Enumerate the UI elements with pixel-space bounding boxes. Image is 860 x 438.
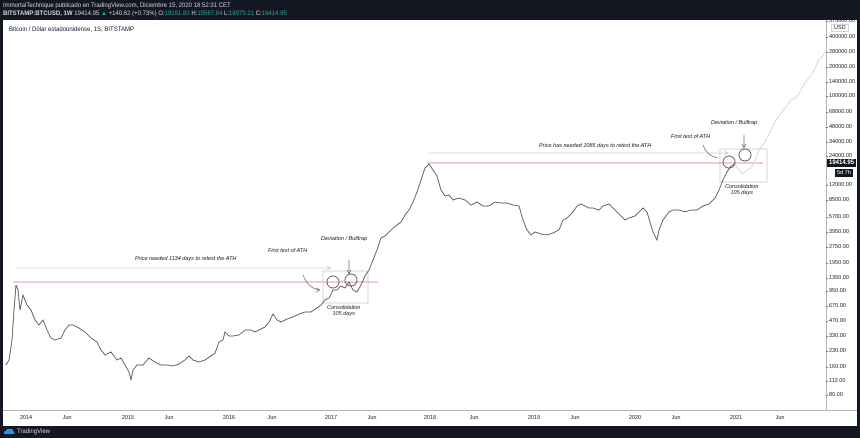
time-tick: 2021 xyxy=(729,415,743,421)
brand-label: TradingView xyxy=(17,428,51,435)
price-tick: 400000.00 xyxy=(826,34,855,40)
price-tick: 12000.00 xyxy=(826,182,852,188)
time-tick: Jun xyxy=(367,415,377,421)
time-tick: Jun xyxy=(570,415,580,421)
time-tick: Jun xyxy=(62,415,72,421)
price-tick: 280000.00 xyxy=(826,49,855,55)
consolidation-2: Consolidation 105 days xyxy=(725,184,759,196)
price-axis[interactable]: USD 575000.00 400000.00 280000.00 200000… xyxy=(825,18,857,410)
current-price-label: 19414.95 xyxy=(827,159,857,167)
price-tick: 100000.00 xyxy=(826,93,855,99)
price-tick: 2750.00 xyxy=(826,244,849,250)
high-value: 19567.84 xyxy=(197,11,223,17)
price-tick: 48000.00 xyxy=(826,124,852,130)
time-tick: 2016 xyxy=(222,415,236,421)
symbol-title: Bitcoin / Dólar estadounidense, 1S, BITS… xyxy=(9,27,134,33)
consolidation-1: Consolidation 105 days xyxy=(327,305,361,317)
time-tick: Jun xyxy=(267,415,277,421)
time-tick: 2020 xyxy=(628,415,642,421)
footer-bar: TradingView xyxy=(0,426,860,438)
range-text-2: Price has needed 1085 days to retest the… xyxy=(539,143,652,149)
price-tick: 1350.00 xyxy=(826,275,849,281)
price-tick: 34000.00 xyxy=(826,139,852,145)
change-value: +140.62 (+0.73%) xyxy=(108,11,157,17)
low-value: 18979.21 xyxy=(229,11,255,17)
time-tick: Jun xyxy=(775,415,785,421)
time-tick: 2017 xyxy=(324,415,338,421)
price-tick: 5700.00 xyxy=(826,214,849,220)
time-tick: Jun xyxy=(671,415,681,421)
price-tick: 8500.00 xyxy=(826,197,849,203)
projection-series xyxy=(734,49,827,175)
publish-header: ImmortalTechnique publicado en TradingVi… xyxy=(0,0,860,20)
last-price: 19414.95 xyxy=(74,11,100,17)
first-test-1: First test of ATH xyxy=(268,248,308,254)
price-tick: 575000.00 xyxy=(826,18,855,24)
price-tick: 140000.00 xyxy=(826,79,855,85)
deviation-1: Deviation / Bulltrap xyxy=(321,236,368,242)
time-tick: Jun xyxy=(164,415,174,421)
price-tick: 670.00 xyxy=(826,303,846,309)
bar-countdown: 5d 7h xyxy=(835,169,853,177)
up-arrow-icon: ▲ xyxy=(100,11,107,17)
price-tick: 230.00 xyxy=(826,348,846,354)
publisher-line: ImmortalTechnique publicado en TradingVi… xyxy=(3,3,231,9)
close-label: C: xyxy=(255,11,262,17)
price-tick: 200000.00 xyxy=(826,64,855,70)
deviation-2: Deviation / Bulltrap xyxy=(711,120,758,126)
price-tick: 24000.00 xyxy=(826,153,852,159)
price-chart-svg xyxy=(5,49,827,381)
price-tick: 80.00 xyxy=(826,392,843,398)
cloud-icon xyxy=(3,428,15,434)
time-tick: 2015 xyxy=(121,415,135,421)
time-axis[interactable]: 2014 Jun 2015 Jun 2016 Jun 2017 Jun 2018… xyxy=(3,410,857,426)
high-label: H: xyxy=(191,11,198,17)
time-tick: 2014 xyxy=(19,415,33,421)
symbol-ohlc-line: BITSTAMP:BTCUSD, 1W 19414.95 ▲ +140.62 (… xyxy=(3,10,857,18)
currency-label[interactable]: USD xyxy=(831,24,849,32)
price-tick: 1950.00 xyxy=(826,260,849,266)
price-tick: 950.00 xyxy=(826,288,846,294)
time-tick: 2018 xyxy=(423,415,437,421)
price-tick: 112.00 xyxy=(825,378,846,384)
time-tick: Jun xyxy=(469,415,479,421)
price-series xyxy=(5,163,736,381)
symbol-label: BITSTAMP:BTCUSD, 1W xyxy=(3,11,73,17)
time-tick: 2019 xyxy=(527,415,541,421)
price-tick: 470.00 xyxy=(826,318,846,324)
price-tick: 3950.00 xyxy=(826,229,849,235)
open-label: O: xyxy=(158,11,165,17)
first-test-2: First test of ATH xyxy=(671,134,711,140)
low-label: L: xyxy=(224,11,230,17)
chart-pane[interactable]: Bitcoin / Dólar estadounidense, 1S, BITS… xyxy=(3,20,827,410)
open-value: 19151.82 xyxy=(164,11,190,17)
close-value: 19414.95 xyxy=(261,11,287,17)
price-tick: 68000.00 xyxy=(826,109,852,115)
tradingview-logo[interactable]: TradingView xyxy=(3,428,50,435)
range-text-1: Price needed 1134 days to retest the ATH xyxy=(135,256,237,262)
price-tick: 160.00 xyxy=(826,364,846,370)
price-tick: 330.00 xyxy=(826,333,846,339)
